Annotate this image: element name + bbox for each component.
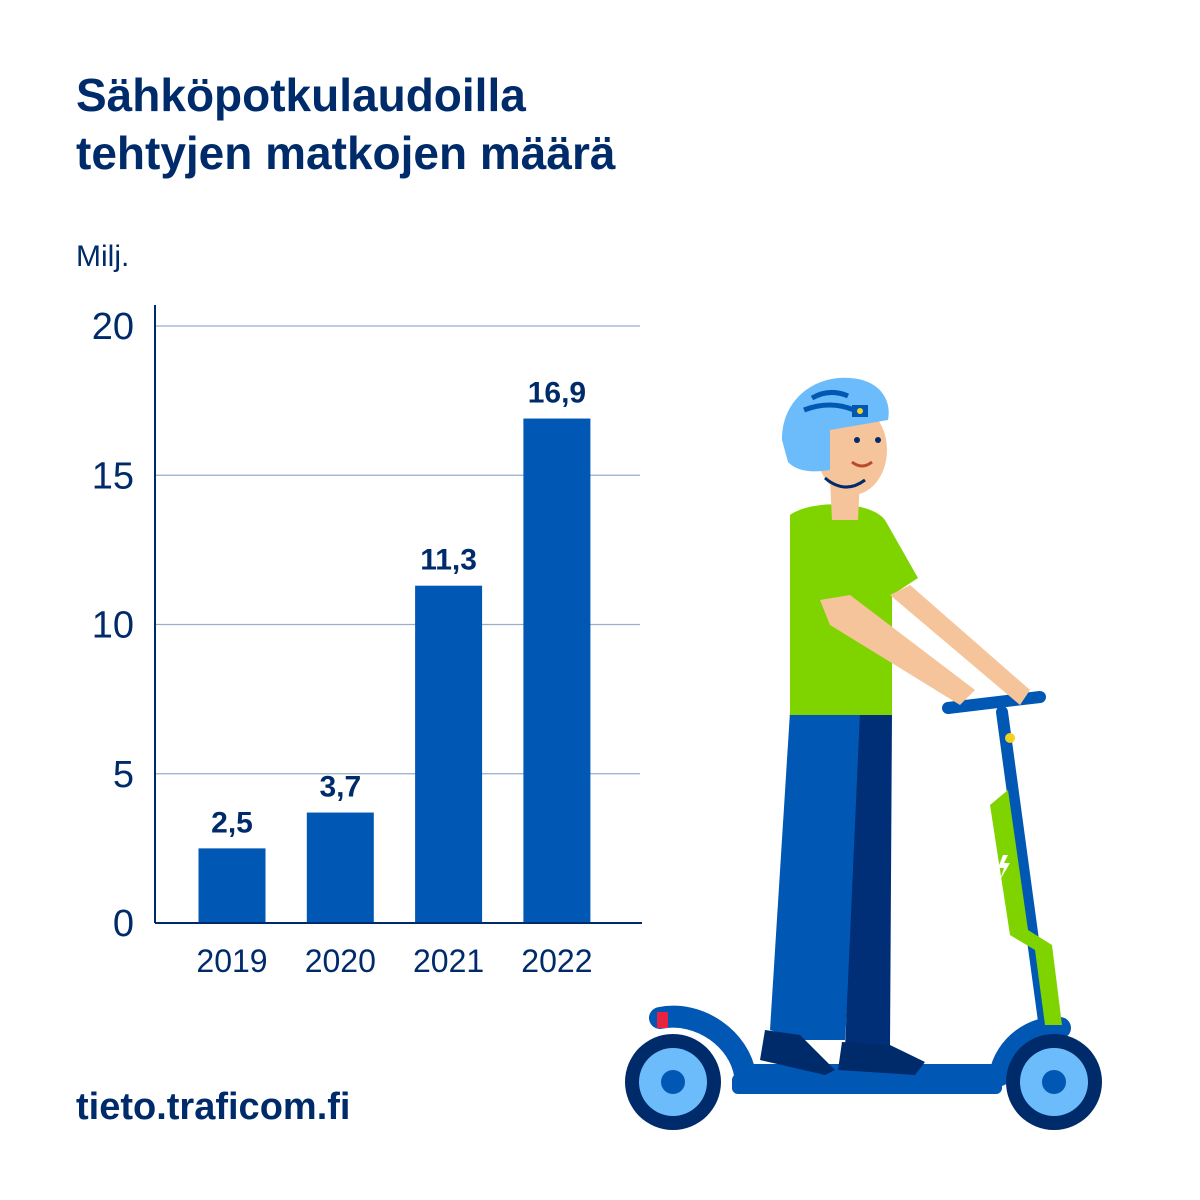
x-tick-label-2020: 2020 [305,943,376,979]
y-axis-ticks: 0 5 10 15 20 [92,306,134,945]
y-tick-label: 5 [113,754,134,796]
chart-title-line-2: tehtyjen matkojen määrä [76,127,616,179]
data-labels: 2,5 3,7 11,3 16,9 [211,377,586,840]
y-tick-label: 10 [92,605,134,647]
data-label-2022: 16,9 [528,377,586,410]
bar-2021 [415,585,483,923]
bar-2020 [306,812,374,923]
x-axis-labels: 2019 2020 2021 2022 [196,943,592,979]
y-tick-label: 0 [113,903,134,945]
footer-source-link[interactable]: tieto.traficom.fi [76,1086,351,1128]
scooter-rider-illustration [625,377,1102,1130]
rider-icon [760,377,1030,1075]
bar-2022 [523,418,591,923]
x-tick-label-2022: 2022 [521,943,592,979]
scooter-icon [625,691,1102,1130]
chart-title-line-1: Sähköpotkulaudoilla [76,69,526,121]
bar-2019 [198,848,266,923]
x-tick-label-2019: 2019 [196,943,267,979]
y-tick-label: 15 [92,455,134,497]
y-tick-label: 20 [92,306,134,348]
data-label-2020: 3,7 [319,771,361,804]
x-tick-label-2021: 2021 [413,943,484,979]
bars [198,418,591,923]
chart-title: Sähköpotkulaudoilla tehtyjen matkojen mä… [76,66,876,182]
data-label-2019: 2,5 [211,806,253,839]
y-axis-unit-label: Milj. [76,240,130,273]
data-label-2021: 11,3 [420,544,477,577]
